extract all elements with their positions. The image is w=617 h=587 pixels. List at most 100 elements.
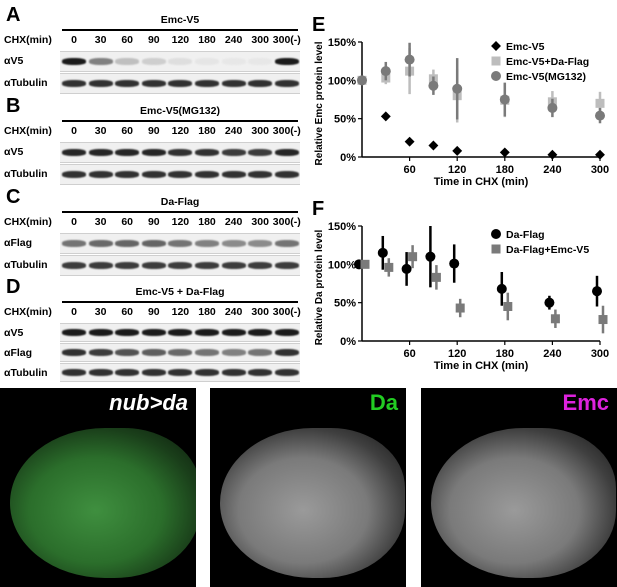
blot-band [195, 349, 219, 356]
blot-band [141, 171, 166, 178]
blot-band [274, 329, 299, 336]
data-point [455, 303, 465, 313]
blot-band [195, 149, 219, 156]
micrograph-emc: Emc [421, 388, 617, 587]
blot-band [115, 262, 140, 269]
blot-band [88, 58, 113, 65]
y-tick-label: 150% [328, 221, 356, 233]
antibody-label: αTubulin [4, 259, 48, 271]
blot-band [88, 369, 113, 376]
blot-band [274, 262, 299, 269]
blot-strip [60, 51, 300, 72]
chx-row-label: CHX(min) [4, 216, 52, 228]
data-point [431, 272, 441, 282]
timepoint-label: 0 [71, 306, 77, 318]
x-tick-label: 300 [591, 348, 609, 360]
legend-marker [491, 41, 501, 51]
blot-band [221, 329, 246, 336]
blot-band [141, 329, 166, 336]
blot-band [168, 349, 193, 356]
timepoint-label: 60 [121, 34, 134, 46]
timepoint-label: 30 [94, 34, 107, 46]
blot-band [168, 149, 193, 156]
blot-band [221, 58, 246, 65]
tissue-da [220, 428, 405, 578]
blot-title-underline [62, 301, 298, 303]
data-point [598, 315, 608, 325]
legend-marker [491, 56, 501, 66]
antibody-label: αTubulin [4, 168, 48, 180]
blot-band [115, 240, 140, 247]
data-point [499, 147, 510, 158]
blot-band [248, 369, 273, 376]
legend-label: Emc-V5(MG132) [506, 71, 586, 83]
blot-band [88, 262, 113, 269]
blot-title: Emc-V5 + Da-Flag [135, 286, 225, 298]
data-point [452, 145, 463, 156]
antibody-label: αV5 [4, 327, 24, 339]
data-point [592, 286, 602, 297]
blot-band [115, 369, 140, 376]
panel-label-d: D [6, 276, 21, 298]
timepoint-label: 30 [94, 125, 107, 137]
y-tick-label: 150% [328, 37, 356, 49]
x-tick-label: 120 [448, 164, 466, 176]
data-point [452, 83, 463, 94]
antibody-label: αTubulin [4, 77, 48, 89]
blot-strip [60, 73, 300, 94]
data-point [360, 259, 370, 269]
x-tick-label: 180 [496, 164, 514, 176]
blot-band [195, 240, 219, 247]
blot-band [221, 149, 246, 156]
blot-band [274, 80, 299, 87]
data-point [428, 80, 439, 91]
data-point [380, 111, 391, 122]
blot-strip [60, 233, 300, 254]
blot-band [274, 349, 299, 356]
blot-band [195, 329, 219, 336]
timepoint-label: 180 [198, 125, 216, 137]
blot-band [195, 171, 219, 178]
data-point [547, 149, 558, 160]
data-point [499, 94, 510, 105]
chx-row-label: CHX(min) [4, 34, 52, 46]
timepoint-label: 120 [171, 306, 190, 318]
data-point [408, 252, 418, 262]
data-point [377, 247, 388, 258]
blot-band [274, 171, 299, 178]
timepoint-label: 300 [251, 125, 269, 137]
blot-band [221, 240, 246, 247]
blot-title: Da-Flag [160, 196, 200, 208]
data-point [544, 297, 555, 308]
blot-band [195, 80, 219, 87]
timepoint-label: 90 [147, 34, 160, 46]
data-point [595, 110, 605, 121]
blot-band [115, 171, 140, 178]
timepoint-label: 120 [171, 34, 190, 46]
x-tick-label: 60 [403, 348, 415, 360]
timepoint-label: 60 [121, 125, 134, 137]
legend-label: Emc-V5+Da-Flag [506, 56, 589, 68]
x-tick-label: 240 [543, 348, 561, 360]
blot-strip [60, 255, 300, 276]
timepoint-label: 180 [198, 306, 216, 318]
timepoint-label: 90 [147, 306, 160, 318]
blot-band [88, 240, 113, 247]
antibody-label: αV5 [4, 146, 24, 158]
blot-band [195, 369, 219, 376]
timepoint-label: 60 [121, 306, 134, 318]
data-point [404, 136, 415, 147]
blot-band [168, 80, 193, 87]
blot-band [168, 369, 193, 376]
timepoint-label: 30 [94, 216, 107, 228]
blot-band [248, 262, 273, 269]
timepoint-label: 0 [71, 216, 77, 228]
timepoint-label: 300 [251, 306, 269, 318]
legend-label: Da-Flag [506, 229, 545, 241]
panel-label-b: B [6, 95, 21, 117]
blot-band [221, 262, 246, 269]
legend-marker [491, 71, 501, 81]
micrograph-label: nub>da [109, 390, 188, 415]
blot-band [62, 240, 86, 247]
blot-band [221, 349, 246, 356]
